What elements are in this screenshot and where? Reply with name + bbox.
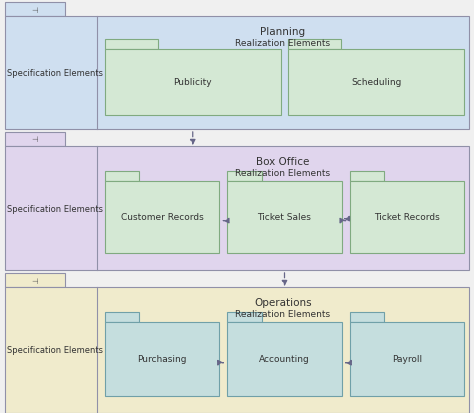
Text: Accounting: Accounting <box>259 355 310 363</box>
Text: ⊣: ⊣ <box>32 276 38 285</box>
Text: Realization Elements: Realization Elements <box>236 309 330 318</box>
Bar <box>228 322 342 396</box>
Text: Realization Elements: Realization Elements <box>236 169 330 178</box>
Text: Specification Elements: Specification Elements <box>7 346 103 355</box>
Bar <box>350 312 384 322</box>
Bar <box>105 39 158 50</box>
Bar <box>5 273 65 287</box>
Text: Specification Elements: Specification Elements <box>7 204 103 213</box>
Text: Operations: Operations <box>254 297 312 307</box>
Text: Payroll: Payroll <box>392 355 422 363</box>
Text: ⊣: ⊣ <box>32 135 38 144</box>
Bar <box>105 182 219 254</box>
Text: Ticket Sales: Ticket Sales <box>257 213 311 222</box>
Text: Purchasing: Purchasing <box>137 355 187 363</box>
Bar <box>350 171 384 182</box>
Bar <box>105 322 219 396</box>
Bar <box>5 133 65 147</box>
Bar <box>5 147 469 271</box>
Bar <box>228 312 262 322</box>
Bar <box>289 50 464 115</box>
Bar <box>228 171 262 182</box>
Text: Planning: Planning <box>260 27 306 37</box>
Bar <box>105 50 281 115</box>
Bar <box>105 171 139 182</box>
Bar <box>289 39 341 50</box>
Text: Realization Elements: Realization Elements <box>236 39 330 48</box>
Text: Box Office: Box Office <box>256 157 310 166</box>
Text: Customer Records: Customer Records <box>121 213 203 222</box>
Bar <box>5 17 469 130</box>
Text: Specification Elements: Specification Elements <box>7 69 103 78</box>
Bar <box>5 287 469 413</box>
Bar <box>350 182 464 254</box>
Bar <box>350 322 464 396</box>
Bar <box>105 312 139 322</box>
Text: Publicity: Publicity <box>173 78 212 87</box>
Text: Scheduling: Scheduling <box>351 78 401 87</box>
Text: Ticket Records: Ticket Records <box>374 213 440 222</box>
Text: ⊣: ⊣ <box>32 5 38 14</box>
Bar <box>228 182 342 254</box>
Bar <box>5 3 65 17</box>
